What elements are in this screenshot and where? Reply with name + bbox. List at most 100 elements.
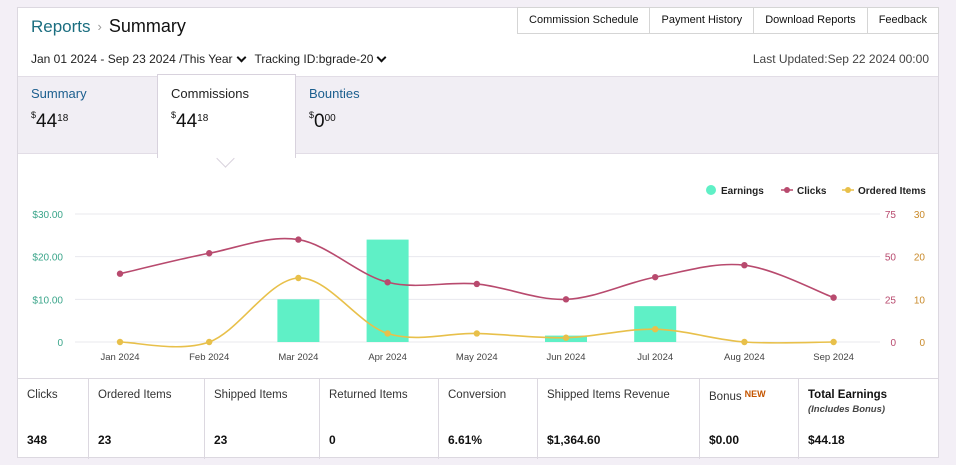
stat-shipped-items: Shipped Items 23 (205, 379, 320, 459)
download-reports-button[interactable]: Download Reports (754, 7, 868, 34)
stat-value: 23 (98, 433, 112, 447)
x-tick-label: Mar 2024 (278, 352, 318, 363)
summary-panel: Reports › Summary Commission Schedule Pa… (17, 7, 939, 459)
y-left-tick-label: $20.00 (32, 253, 63, 264)
legend-label: Earnings (721, 186, 764, 197)
stat-label: Bonus NEW (709, 389, 766, 403)
stats-row: Clicks 348 Ordered Items 23 Shipped Item… (18, 378, 938, 459)
ordered-items-point (295, 274, 302, 282)
stat-value: 348 (27, 433, 48, 447)
tab-commissions[interactable]: Commissions $4418 (157, 74, 296, 158)
stat-label: Clicks (27, 389, 58, 401)
tracking-id-dropdown[interactable]: bgrade-20 (318, 52, 374, 66)
stat-label: Shipped Items Revenue (547, 389, 670, 401)
clicks-point (830, 294, 837, 301)
y-left-tick-label: 0 (57, 338, 63, 349)
y-left-tick-label: $30.00 (32, 210, 63, 221)
earnings-chart: $30.00 75 30 $20.00 50 20 $10.00 25 10 0 0 0 Jan 202… (32, 185, 926, 363)
filter-bar: Jan 01 2024 - Sep 23 2024 / This Year Tr… (31, 52, 395, 66)
legend-marker (845, 187, 851, 193)
summary-tabs-bar: Summary $4418 Bounties $000 (18, 76, 938, 154)
x-tick-label: May 2024 (456, 352, 498, 363)
period-dropdown[interactable]: This Year (182, 52, 233, 66)
tab-commissions-amount: $4418 (171, 110, 209, 132)
stat-value: 23 (214, 433, 228, 447)
earnings-bar (366, 239, 409, 342)
x-tick-label: Aug 2024 (724, 352, 765, 363)
tab-bounties[interactable]: Bounties $000 (309, 86, 360, 133)
stat-clicks: Clicks 348 (18, 379, 89, 459)
legend-marker (706, 185, 716, 195)
clicks-point (562, 296, 570, 303)
clicks-point (116, 270, 124, 277)
last-updated-text: Last Updated:Sep 22 2024 00:00 (752, 52, 929, 66)
y-right-clicks-tick-label: 75 (885, 210, 897, 221)
stat-total-earnings: Total Earnings (Includes Bonus) $44.18 (799, 379, 938, 459)
tab-summary-label: Summary (31, 86, 87, 101)
clicks-point (206, 250, 213, 257)
tab-summary-amount: $4418 (31, 110, 69, 132)
x-tick-label: Jul 2024 (637, 352, 673, 363)
y-left-tick-label: $10.00 (32, 295, 63, 306)
ordered-items-point (652, 326, 659, 333)
stat-label: Shipped Items (214, 389, 288, 401)
breadcrumb: Reports › Summary (31, 16, 186, 37)
stat-label: Returned Items (329, 389, 408, 401)
x-tick-label: Jan 2024 (100, 352, 139, 363)
chevron-down-icon[interactable] (377, 52, 387, 62)
tab-bounties-label: Bounties (309, 86, 360, 101)
y-right-items-tick-label: 10 (914, 295, 926, 306)
stat-sublabel: (Includes Bonus) (808, 404, 886, 415)
clicks-point (295, 236, 302, 243)
clicks-point (652, 273, 659, 281)
payment-history-button[interactable]: Payment History (650, 7, 755, 34)
ordered-items-point (116, 338, 124, 346)
earnings-bar (634, 306, 677, 342)
ordered-items-point (384, 330, 391, 337)
top-nav: Commission Schedule Payment History Down… (517, 7, 939, 34)
stat-value: $0.00 (709, 433, 740, 447)
y-right-clicks-tick-label: 25 (885, 295, 897, 306)
stat-label: Ordered Items (98, 389, 172, 401)
ordered-items-point (473, 330, 480, 337)
clicks-point (741, 262, 748, 269)
clicks-line (119, 237, 834, 301)
ordered-items-point (741, 338, 748, 346)
ordered-items-point (562, 334, 570, 341)
stat-bonus: Bonus NEW $0.00 (700, 379, 799, 459)
x-tick-label: Sep 2024 (813, 352, 854, 363)
chevron-down-icon[interactable] (236, 52, 246, 62)
stat-label: Conversion (448, 389, 507, 401)
y-right-items-tick-label: 0 (919, 338, 925, 349)
y-right-items-tick-label: 30 (914, 210, 926, 221)
ordered-items-point (830, 338, 837, 346)
commission-schedule-button[interactable]: Commission Schedule (517, 7, 651, 34)
stat-value: $44.18 (808, 433, 845, 447)
clicks-point (473, 280, 480, 288)
new-badge: NEW (744, 389, 766, 399)
tracking-id-label: Tracking ID: (254, 52, 319, 66)
stat-returned-items: Returned Items 0 (320, 379, 439, 459)
page-title: Summary (108, 16, 186, 36)
tab-summary[interactable]: Summary $4418 (31, 86, 87, 133)
stat-shipped-revenue: Shipped Items Revenue $1,364.60 (538, 379, 700, 459)
breadcrumb-separator: › (97, 19, 102, 34)
legend-label: Ordered Items (858, 186, 926, 197)
clicks-point (384, 279, 391, 286)
x-tick-label: Jun 2024 (546, 352, 585, 363)
tab-commissions-label: Commissions (171, 86, 250, 101)
stat-value: 6.61% (448, 433, 483, 447)
tab-commissions-inner: Commissions $4418 (171, 86, 249, 133)
stat-value: $1,364.60 (547, 433, 601, 447)
feedback-button[interactable]: Feedback (867, 7, 939, 34)
breadcrumb-reports-link[interactable]: Reports (31, 16, 91, 36)
y-right-clicks-tick-label: 50 (885, 253, 897, 264)
stat-value: 0 (329, 433, 336, 447)
legend-label: Clicks (797, 186, 827, 197)
stat-ordered-items: Ordered Items 23 (89, 379, 205, 459)
x-tick-label: Apr 2024 (368, 352, 407, 363)
x-tick-label: Feb 2024 (189, 352, 229, 363)
ordered-items-point (206, 338, 213, 346)
y-right-items-tick-label: 20 (914, 253, 926, 264)
date-range-text: Jan 01 2024 - Sep 23 2024 / (31, 52, 183, 66)
